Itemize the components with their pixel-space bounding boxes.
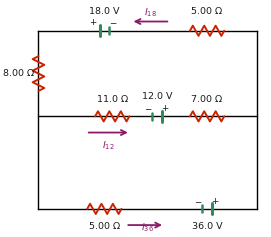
Text: 5.00 Ω: 5.00 Ω [89,222,120,231]
Text: $I_{36}$: $I_{36}$ [141,222,154,234]
Text: +: + [161,105,169,114]
Text: 8.00 Ω: 8.00 Ω [3,69,34,78]
Text: 11.0 Ω: 11.0 Ω [97,95,128,104]
Text: −: − [144,105,151,114]
Text: $I_{12}$: $I_{12}$ [102,140,115,152]
Text: 18.0 V: 18.0 V [89,7,120,16]
Text: 36.0 V: 36.0 V [192,222,222,231]
Text: −: − [109,18,117,27]
Text: 7.00 Ω: 7.00 Ω [191,95,223,104]
Text: 12.0 V: 12.0 V [142,92,172,101]
Text: +: + [211,197,219,206]
Text: −: − [194,197,201,206]
Text: +: + [89,18,97,27]
Text: 5.00 Ω: 5.00 Ω [191,7,223,16]
Text: $I_{18}$: $I_{18}$ [144,6,157,19]
